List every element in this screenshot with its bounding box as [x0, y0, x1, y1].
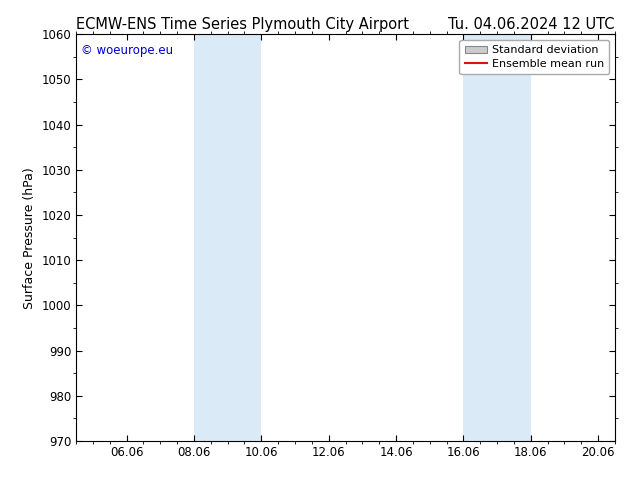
Legend: Standard deviation, Ensemble mean run: Standard deviation, Ensemble mean run	[460, 40, 609, 74]
Text: © woeurope.eu: © woeurope.eu	[81, 45, 174, 57]
Y-axis label: Surface Pressure (hPa): Surface Pressure (hPa)	[23, 167, 36, 309]
Title: ECMW-ENS Time Series Plymouth City Airport     Tu. 04.06.2024 12 UTC: ECMW-ENS Time Series Plymouth City Airpo…	[0, 489, 1, 490]
Text: Tu. 04.06.2024 12 UTC: Tu. 04.06.2024 12 UTC	[448, 17, 615, 32]
Text: ECMW-ENS Time Series Plymouth City Airport: ECMW-ENS Time Series Plymouth City Airpo…	[76, 17, 409, 32]
Bar	[194, 34, 261, 441]
Bar	[463, 34, 531, 441]
